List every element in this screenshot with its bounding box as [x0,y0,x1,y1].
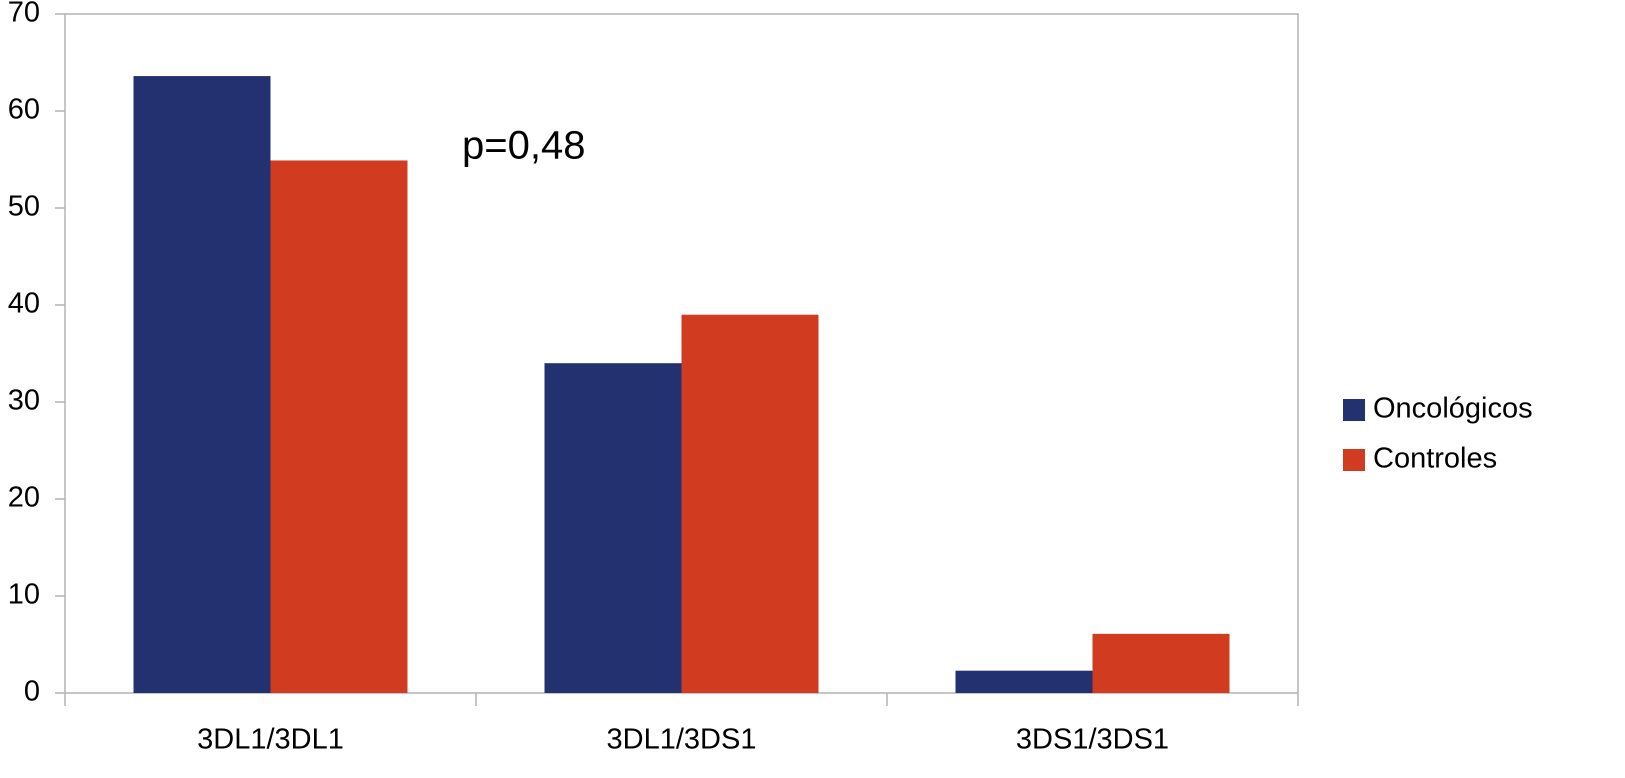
y-tick-label: 10 [8,579,40,611]
bar [1092,633,1230,693]
legend-swatch [1343,399,1365,421]
x-tick-label: 3DL1/3DL1 [197,724,344,756]
x-tick-label: 3DL1/3DS1 [607,724,757,756]
bar [270,160,408,694]
legend-label: Oncológicos [1373,393,1533,425]
x-tick-label: 3DS1/3DS1 [1016,724,1169,756]
bar [955,670,1093,693]
legend-label: Controles [1373,443,1497,475]
y-tick-label: 0 [24,676,40,708]
annotation: p=0,48 [462,124,585,168]
y-tick-label: 30 [8,385,40,417]
y-tick-label: 50 [8,191,40,223]
bar [544,363,682,693]
legend-swatch [1343,449,1365,471]
bar [681,314,819,693]
bar [133,76,271,693]
y-tick-label: 70 [8,0,40,29]
y-tick-label: 40 [8,288,40,320]
y-tick-label: 60 [8,94,40,126]
y-tick-label: 20 [8,482,40,514]
